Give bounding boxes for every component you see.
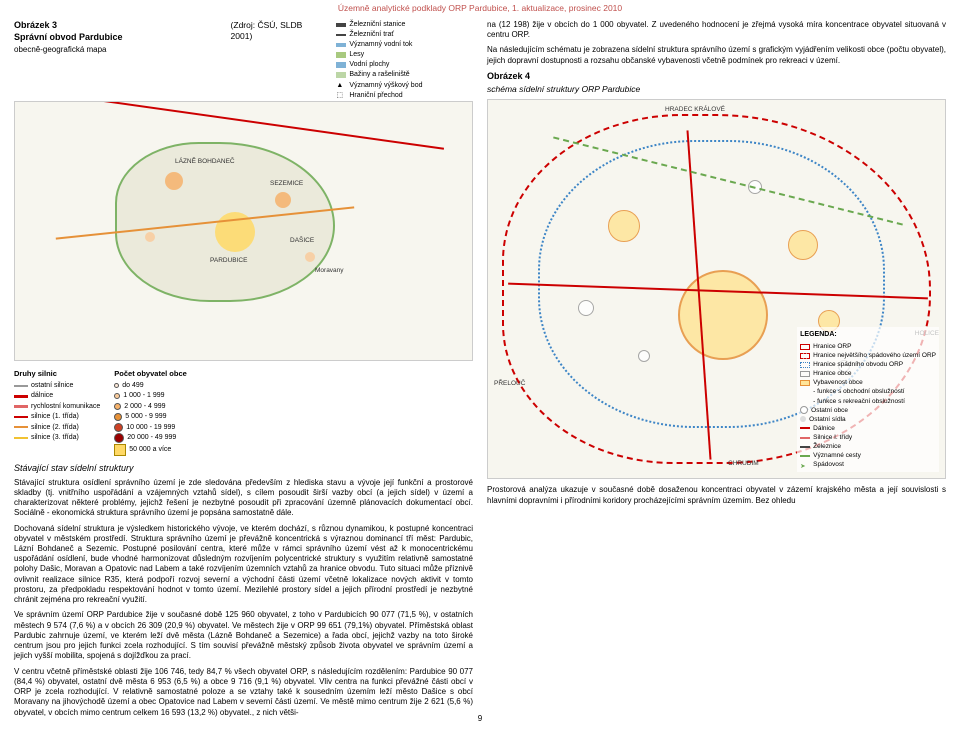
map-title: Správní obvod Pardubice [14,32,221,44]
fig4-title: Obrázek 4 [487,71,946,83]
fig4-sub: schéma sídelní struktury ORP Pardubice [487,84,946,95]
body-p2: Dochovaná sídelní struktura je výsledkem… [14,524,473,606]
left-column: Obrázek 3 Správní obvod Pardubice obecně… [14,20,473,723]
two-column-layout: Obrázek 3 Správní obvod Pardubice obecně… [0,16,960,723]
fig3-title: Obrázek 3 [14,20,221,32]
body-p3: Ve správním území ORP Pardubice žije v s… [14,610,473,661]
body-p1: Stávající struktura osídlení správního ú… [14,478,473,519]
page-number: 9 [478,714,482,723]
body-r2: Na následujícím schématu je zobrazena sí… [487,45,946,65]
section-heading: Stávající stav sídelní struktury [14,463,473,475]
geographic-map: LÁZNĚ BOHDANEČ SEZEMICE PARDUBICE DAŠICE… [14,101,473,361]
top-map-legend: Železniční stanice Železniční trať Význa… [332,20,473,101]
body-p4: V centru včetně příměstské oblasti žije … [14,667,473,718]
body-r3: Prostorová analýza ukazuje v současné do… [487,485,946,505]
settlement-structure-map: HRADEC KRÁLOVÉ PŘELOUČ HOLICE CHRUDIM LE… [487,99,946,479]
doc-header: Územně analytické podklady ORP Pardubice… [0,0,960,16]
body-r1: na (12 198) žije v obcích do 1 000 obyva… [487,20,946,40]
population-legend: Počet obyvatel obce do 499 1 000 - 1 999… [114,365,187,457]
fig3-source: (Zdroj: ČSÚ, SLDB 2001) [231,20,303,41]
map-legend-box: LEGENDA: Hranice ORP Hranice největšího … [797,327,939,472]
roads-legend: Druhy silnic ostatní silnice dálnice ryc… [14,365,100,457]
map-subtitle: obecně-geografická mapa [14,45,221,55]
right-column: na (12 198) žije v obcích do 1 000 obyva… [487,20,946,723]
